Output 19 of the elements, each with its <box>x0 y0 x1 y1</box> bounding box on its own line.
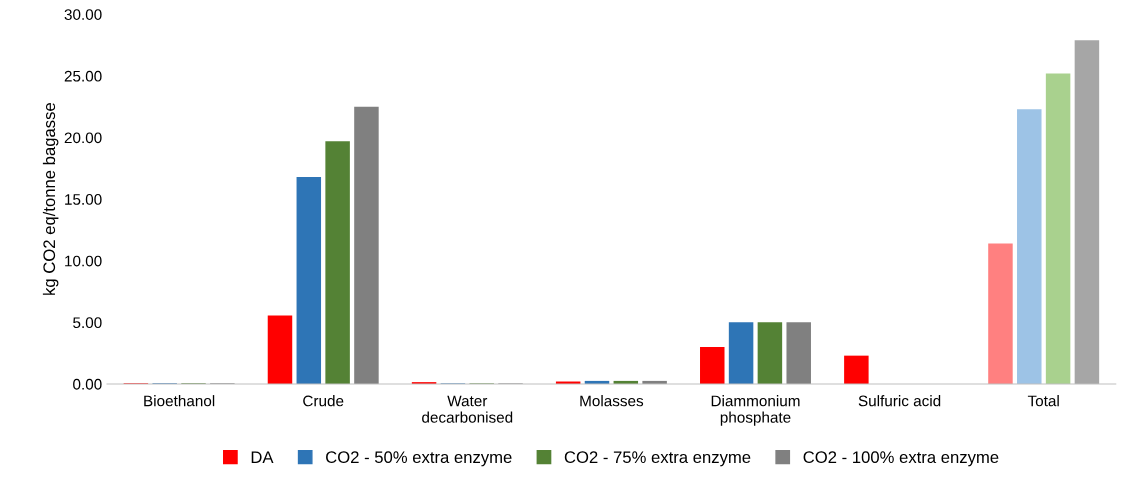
y-axis-title: kg CO2 eq/tonne bagasse <box>42 103 59 295</box>
x-tick-label: Water decarbonised <box>422 395 513 423</box>
x-tick-label: Crude <box>303 395 344 407</box>
x-tick-label: Diammonium phosphate <box>711 395 800 426</box>
x-tick-label: Molasses <box>580 395 644 407</box>
y-tick-label: 25.00 <box>64 70 102 82</box>
x-tick-label: Total <box>1027 395 1059 407</box>
legend-label: CO2 - 50% extra enzyme <box>326 451 512 467</box>
legend-label: CO2 - 75% extra enzyme <box>564 451 751 467</box>
y-tick-label: 15.00 <box>65 194 102 205</box>
legend-label: DA <box>251 451 274 463</box>
x-tick-label: Bioethanol <box>144 395 215 407</box>
y-tick-label: 20.00 <box>64 132 102 144</box>
y-tick-label: 30.00 <box>64 9 102 20</box>
y-tick-label: 5.00 <box>73 317 102 329</box>
y-tick-label: 0.00 <box>73 378 102 390</box>
y-tick-label: 10.00 <box>65 255 102 267</box>
x-tick-label: Sulfuric acid <box>858 395 941 407</box>
legend-label: CO2 - 100% extra enzyme <box>803 451 999 467</box>
